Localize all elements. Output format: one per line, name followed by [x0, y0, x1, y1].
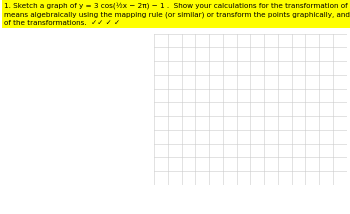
Text: 1. Sketch a graph of y = 3 cos(½x − 2π) − 1 .  Show your calculations for the tr: 1. Sketch a graph of y = 3 cos(½x − 2π) … [4, 2, 350, 26]
